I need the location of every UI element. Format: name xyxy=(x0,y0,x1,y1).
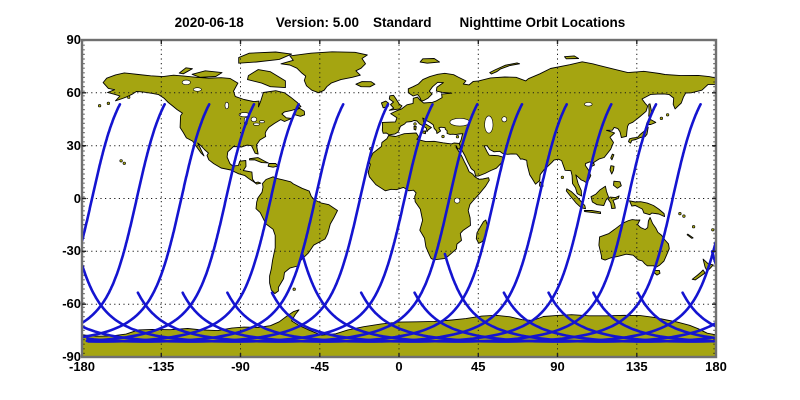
x-axis-tick-label: -135 xyxy=(148,359,175,374)
lake-black-sea xyxy=(449,117,470,127)
orbit-track xyxy=(82,103,211,339)
world-landmasses xyxy=(82,51,716,357)
island-aleutian-1 xyxy=(97,104,102,108)
land-eurasia xyxy=(381,61,716,197)
y-axis-tick-label: 0 xyxy=(73,190,81,206)
orbit-track xyxy=(270,103,613,343)
orbit-track xyxy=(82,103,390,343)
title-date: 2020-06-18 xyxy=(174,15,244,30)
orbit-track xyxy=(359,103,702,343)
land-new-zealand-south xyxy=(691,269,706,281)
land-sumatra xyxy=(565,188,586,210)
x-axis-tick-label: 180 xyxy=(705,359,727,374)
land-victoria-island xyxy=(191,70,223,78)
x-axis-tick-label: -90 xyxy=(231,359,250,374)
orbit-track xyxy=(547,291,714,343)
title-version: Version: 5.00 xyxy=(275,15,360,30)
land-new-caledonia xyxy=(686,233,694,239)
orbit-track xyxy=(413,240,716,343)
island-crete xyxy=(441,134,445,139)
land-svalbard xyxy=(419,58,440,64)
land-luzon xyxy=(609,165,615,175)
land-australia xyxy=(598,217,670,268)
land-sardinia xyxy=(413,125,417,131)
island-kodiak xyxy=(127,95,131,99)
lake-lake-erie xyxy=(253,122,260,126)
lake-lake-ontario xyxy=(259,120,265,124)
y-axis-tick-label: 60 xyxy=(66,84,81,100)
orbit-track xyxy=(136,103,479,343)
island-andaman xyxy=(560,175,565,179)
x-axis-tick-label: -180 xyxy=(68,359,96,374)
land-borneo xyxy=(590,185,610,206)
land-iceland xyxy=(355,81,376,88)
lake-aral-sea xyxy=(501,116,508,123)
island-kuril-2 xyxy=(665,113,670,117)
title-mode: Standard xyxy=(373,15,432,30)
land-baffin-island xyxy=(247,69,286,89)
y-axis-tick-label: -30 xyxy=(62,243,81,259)
lake-great-slave-lake xyxy=(192,87,202,92)
lake-lake-winnipeg xyxy=(224,101,229,110)
orbit-track xyxy=(87,103,300,343)
y-axis-tick-label: -60 xyxy=(62,296,81,312)
land-south-america xyxy=(255,176,338,295)
orbit-track xyxy=(502,291,712,343)
orbit-track xyxy=(181,103,524,343)
land-taiwan xyxy=(610,153,615,161)
land-severnaya-zemlya xyxy=(564,55,580,60)
island-vanuatu xyxy=(691,225,696,229)
lake-lake-huron xyxy=(250,116,257,122)
x-axis-tick-label: 90 xyxy=(550,359,565,374)
land-new-guinea xyxy=(629,200,666,218)
island-cyprus xyxy=(455,135,460,139)
island-hawaii-1 xyxy=(119,159,123,163)
land-hispaniola xyxy=(267,163,279,168)
lakes xyxy=(181,79,593,204)
y-axis-tick-label: 90 xyxy=(66,32,81,47)
x-axis-tick-label: 135 xyxy=(625,359,648,374)
lake-great-bear-lake xyxy=(181,79,191,85)
land-sulawesi xyxy=(607,195,620,209)
orbit-track xyxy=(636,291,716,340)
orbit-track xyxy=(85,103,256,343)
land-cuba xyxy=(249,157,269,164)
x-axis-tick-label: 45 xyxy=(471,359,486,374)
orbit-track xyxy=(82,103,434,343)
y-axis-tick-label: 30 xyxy=(66,137,81,153)
island-hawaii-2 xyxy=(122,161,126,165)
orbit-tracks xyxy=(82,103,716,343)
title-name: Nighttime Orbit Locations xyxy=(459,15,626,30)
x-axis-tick-label: 0 xyxy=(395,359,403,374)
lake-caspian-sea xyxy=(484,115,494,134)
land-ellesmere-island xyxy=(238,51,293,64)
lake-lake-baikal xyxy=(584,102,593,107)
land-great-britain xyxy=(388,94,403,111)
orbit-track xyxy=(301,103,658,343)
orbit-track xyxy=(86,103,345,343)
lake-lake-victoria xyxy=(454,197,461,204)
orbit-track xyxy=(226,103,568,343)
plot-frame xyxy=(80,38,718,359)
orbit-track xyxy=(592,291,716,343)
land-novaya-zemlya xyxy=(489,62,521,75)
land-banks-island xyxy=(178,67,193,75)
island-falklands xyxy=(292,287,296,291)
land-greenland xyxy=(280,51,368,94)
chart-title: 2020-06-18 Version: 5.00 Standard Nightt… xyxy=(0,15,800,30)
y-axis-tick-label: -90 xyxy=(62,349,81,364)
orbit-track xyxy=(82,103,122,243)
orbit-track xyxy=(82,103,166,324)
island-solomon-1 xyxy=(678,212,682,216)
island-aleutian-2 xyxy=(106,101,110,105)
land-java xyxy=(583,210,602,215)
island-corsica xyxy=(413,122,417,126)
island-kuril-1 xyxy=(659,116,664,120)
island-solomon-2 xyxy=(682,214,686,218)
orbit-track xyxy=(681,291,716,328)
x-axis-tick-label: -45 xyxy=(310,359,330,374)
land-mindanao xyxy=(613,180,622,189)
